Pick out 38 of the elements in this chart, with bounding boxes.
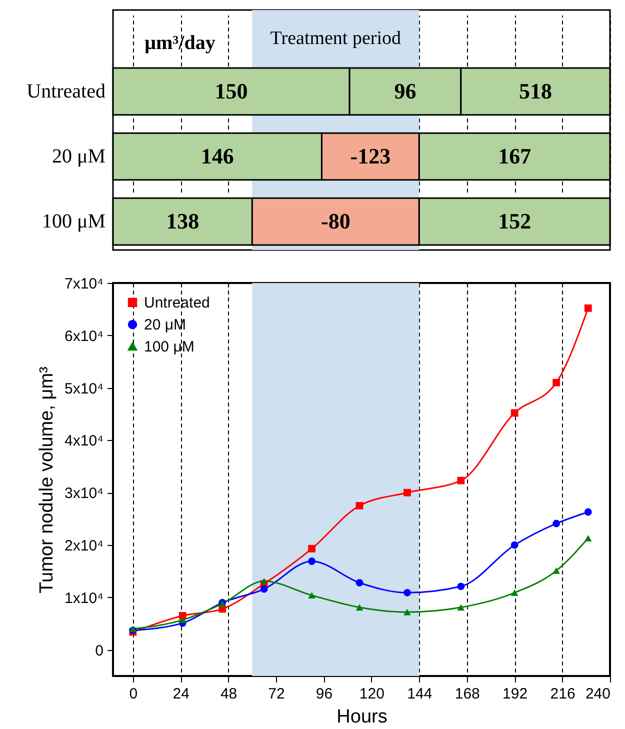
x-tick-label: 48 <box>220 686 238 702</box>
x-tick-label: 0 <box>129 686 138 702</box>
band-label: Treatment period <box>270 28 402 49</box>
legend-label: 20 μM <box>144 316 186 334</box>
x-tick-label: 96 <box>316 686 333 702</box>
y-tick-label: Untreated <box>26 80 106 102</box>
x-axis-title: Hours <box>336 706 388 728</box>
x-tick-label: 216 <box>550 686 576 702</box>
x-tick-label: 144 <box>407 686 432 702</box>
x-tick-label: 24 <box>172 686 190 702</box>
legend-label: Untreated <box>144 294 210 312</box>
y-tick-label: 6x10⁴ <box>64 328 104 345</box>
annotation: 138 <box>166 208 200 234</box>
y-tick-label: 1x10⁴ <box>64 590 104 607</box>
annotation: -80 <box>320 208 350 234</box>
legend-label: 100 μM <box>144 338 194 356</box>
x-tick-label: 240 <box>585 686 610 702</box>
y-tick-label: 2x10⁴ <box>64 538 104 554</box>
y-tick-label: 4x10⁴ <box>64 432 104 450</box>
y-tick-label: 20 μM <box>52 146 106 168</box>
x-tick-label: 192 <box>502 686 528 702</box>
y-tick-label: 0 <box>95 642 104 660</box>
annotation: 167 <box>498 144 532 168</box>
y-axis-title: Tumor nodule volume, μm³ <box>36 366 58 594</box>
x-tick-label: 168 <box>454 686 480 702</box>
y-tick-label: 3x10⁴ <box>64 485 104 502</box>
annotation: 518 <box>518 78 552 104</box>
annotation: 146 <box>200 144 234 168</box>
x-tick-label: 120 <box>359 686 384 702</box>
annotation: 96 <box>394 78 416 104</box>
y-tick-label: 5x10⁴ <box>64 380 104 398</box>
x-tick-label: 72 <box>268 686 285 702</box>
annotation: 150 <box>214 78 248 104</box>
y-tick-label: 100 μM <box>42 210 106 233</box>
annotation: 152 <box>498 208 532 234</box>
y-tick-label: 7x10⁴ <box>64 276 104 292</box>
text: μm³/day <box>144 32 216 54</box>
annotation: -123 <box>350 144 391 168</box>
